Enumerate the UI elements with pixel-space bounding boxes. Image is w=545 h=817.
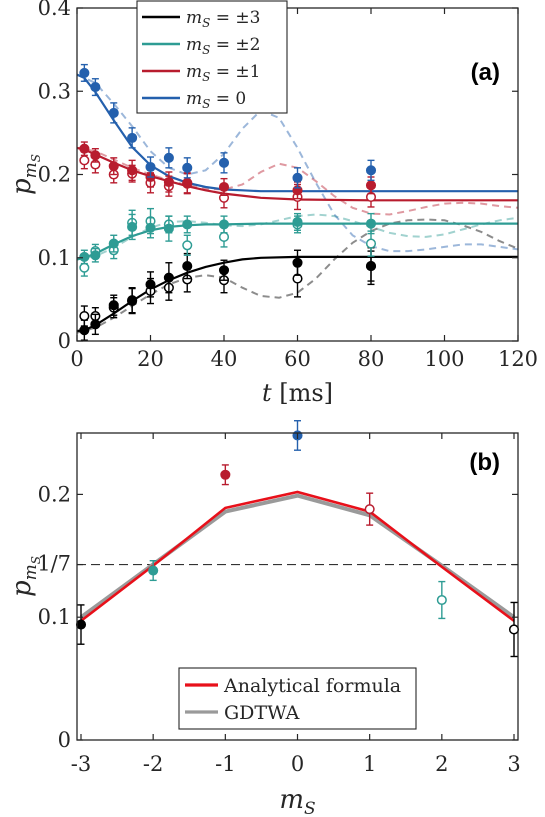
series-0-filled-point xyxy=(365,261,377,272)
series-fit-3 xyxy=(76,73,518,193)
data-point xyxy=(220,469,231,480)
series-dashed-0 xyxy=(76,218,519,334)
series-1-filled-point xyxy=(90,250,101,261)
x-tick-label: 120 xyxy=(498,347,538,371)
x-tick-label: 0 xyxy=(291,752,304,776)
series-2-filled-point xyxy=(163,176,174,188)
y-tick-label: 0.3 xyxy=(38,79,71,103)
series-2-filled-point xyxy=(127,165,138,176)
series-gdtwa xyxy=(79,493,516,619)
series-0-filled-point xyxy=(182,261,193,272)
legend-label: mS = ±2 xyxy=(186,35,260,57)
y-tick-label: 0.1 xyxy=(38,605,71,629)
series-1-filled-point xyxy=(163,223,174,234)
data-point xyxy=(508,624,520,635)
series-3-filled-point xyxy=(182,162,193,173)
series-1-filled-point xyxy=(218,219,230,230)
y-tick-label: 0.1 xyxy=(38,246,71,270)
series-1-filled-point xyxy=(79,251,90,262)
y-tick-label: 0.2 xyxy=(38,163,71,187)
x-tick-label: 3 xyxy=(507,752,520,776)
series-2-filled-point xyxy=(79,143,90,154)
series-2-filled-point xyxy=(90,150,101,161)
series-0-filled-point xyxy=(163,272,174,283)
y-tick-label: 0.4 xyxy=(38,0,71,20)
legend-box xyxy=(178,667,417,730)
x-tick-label: -3 xyxy=(71,752,91,776)
series-3-filled-point xyxy=(108,107,119,118)
series-2-filled-point xyxy=(365,180,377,191)
series-1-filled-point xyxy=(292,216,303,228)
legend-a: mS = ±3 mS = ±2 mS = ±1 mS = 0 xyxy=(136,0,288,114)
y-tick-label: 1/7 xyxy=(37,552,71,576)
legend-label: Analytical formula xyxy=(223,675,401,697)
x-tick-label: 60 xyxy=(284,347,311,371)
x-tick-label: 0 xyxy=(70,347,83,371)
series-0-filled-point xyxy=(79,325,90,336)
data-point xyxy=(148,565,159,576)
series-2-filled-point xyxy=(108,161,119,172)
data-point xyxy=(75,619,87,630)
series-2-filled-point xyxy=(218,181,230,193)
series-3-filled-point xyxy=(79,67,90,78)
y-tick-label: 0 xyxy=(58,728,71,752)
legend-label: mS = 0 xyxy=(186,89,246,111)
series-analytical xyxy=(80,490,515,622)
x-tick-label: 100 xyxy=(424,347,464,371)
x-tick-label: 20 xyxy=(137,347,164,371)
x-tick-label: 1 xyxy=(363,752,376,776)
series-3-filled-point xyxy=(163,152,174,163)
y-axis-label: pmS xyxy=(7,154,43,195)
series-1-open-point xyxy=(79,262,90,273)
legend-label: GDTWA xyxy=(224,702,300,724)
panel-a: 0 20 40 60 80 100 120 0 0.1 0.2 0.3 0.4 t [ms] pmS (a)… xyxy=(7,0,538,407)
series-1-filled-point xyxy=(108,238,119,249)
series-1-filled-point xyxy=(145,222,156,233)
series-0-filled-point xyxy=(145,279,156,290)
series-1-open-point xyxy=(182,240,193,251)
data-point xyxy=(364,504,375,515)
legend-label: mS = ±1 xyxy=(186,62,260,84)
series-0-filled-point xyxy=(90,319,101,330)
series-3-filled-point xyxy=(365,165,377,176)
y-tick-label: 0 xyxy=(58,329,71,353)
series-1-open-point xyxy=(218,231,230,242)
x-tick-label: 80 xyxy=(358,347,385,371)
legend-b: Analytical formula GDTWA xyxy=(178,667,417,730)
x-tick-label: -1 xyxy=(215,752,235,776)
series-0-filled-point xyxy=(127,295,138,306)
series-dashed-3 xyxy=(76,73,519,253)
series-3-filled-point xyxy=(127,132,138,143)
legend-label: mS = ±3 xyxy=(186,8,260,30)
y-tick-label: 0.2 xyxy=(38,482,71,506)
series-0-open-point xyxy=(79,310,90,322)
panel-label-a: (a) xyxy=(471,59,500,86)
series-0-filled-point xyxy=(292,257,303,268)
panel-b: -3 -2 -1 0 1 2 3 0 0.1 1/7 0.2 mS pmS (b) Analytical f… xyxy=(7,420,521,817)
series-1-filled-point xyxy=(365,218,377,229)
x-axis-label: mS xyxy=(279,785,315,817)
series-1-filled-point xyxy=(127,221,138,232)
series-3-filled-point xyxy=(218,157,230,168)
data-point xyxy=(436,594,447,606)
series-2-filled-point xyxy=(182,177,193,188)
series-2-open-point xyxy=(79,155,90,166)
y-axis-label: pmS xyxy=(7,556,43,597)
series-0-filled-point xyxy=(108,300,119,311)
panel-label-b: (b) xyxy=(469,449,500,476)
x-tick-label: 2 xyxy=(435,752,448,776)
x-axis-label: t [ms] xyxy=(262,379,333,407)
series-1-open-point xyxy=(365,238,377,249)
x-tick-label: -2 xyxy=(143,752,163,776)
series-3-filled-point xyxy=(90,82,101,93)
x-tick-label: 40 xyxy=(211,347,238,371)
series-3-filled-point xyxy=(145,161,156,173)
series-0-filled-point xyxy=(218,265,230,276)
series-3-filled-point xyxy=(292,172,303,183)
series-fit-0 xyxy=(76,255,518,333)
series-1-filled-point xyxy=(182,219,193,230)
legend-box xyxy=(136,0,288,114)
